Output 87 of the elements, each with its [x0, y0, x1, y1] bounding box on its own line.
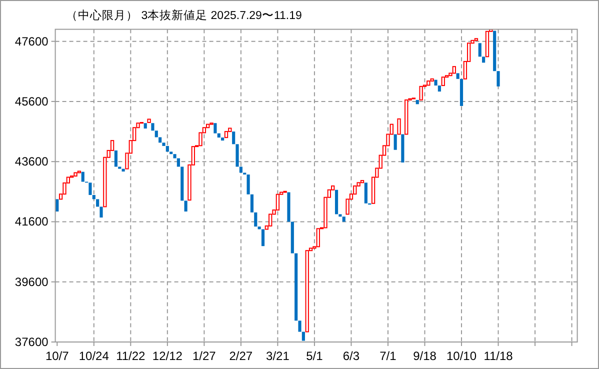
- candlestick: [158, 137, 162, 143]
- candlestick: [364, 182, 368, 204]
- candlestick: [239, 166, 242, 173]
- candlestick: [154, 130, 158, 138]
- candlestick: [434, 80, 438, 86]
- candlestick: [430, 78, 434, 82]
- candlestick: [254, 212, 258, 227]
- candlestick: [96, 199, 100, 207]
- candlestick: [305, 250, 309, 332]
- candlestick: [81, 172, 84, 182]
- x-tick-label: 6/3: [342, 349, 360, 363]
- candlestick: [401, 134, 404, 162]
- candlestick: [232, 132, 236, 144]
- candlestick: [287, 192, 290, 222]
- candlestick: [294, 253, 298, 321]
- candlestick: [419, 86, 423, 100]
- candlestick: [92, 194, 96, 200]
- y-tick-label: 47600: [14, 34, 49, 48]
- candlestick: [438, 86, 441, 92]
- x-tick-label: 10/10: [446, 349, 477, 363]
- candlestick: [338, 214, 342, 217]
- candlestick: [456, 73, 460, 79]
- candlestick: [493, 30, 496, 72]
- y-tick-label: 41600: [14, 214, 49, 229]
- x-tick-label: 1/27: [192, 349, 216, 363]
- candlestick: [394, 134, 397, 150]
- candlestick: [342, 216, 346, 222]
- x-tick-label: 3/21: [266, 349, 290, 363]
- candlestick: [180, 166, 184, 201]
- x-tick-label: 10/7: [45, 349, 70, 363]
- x-tick-label: 9/18: [413, 349, 437, 363]
- candlestick: [151, 123, 154, 131]
- candlestick: [452, 66, 456, 74]
- candlestick: [496, 71, 500, 86]
- candlestick: [170, 152, 173, 154]
- candlestick: [485, 30, 490, 58]
- candlestick: [246, 174, 250, 194]
- candlestick: [298, 320, 302, 332]
- y-tick-label: 39600: [14, 274, 49, 289]
- y-tick-label: 37600: [14, 335, 49, 349]
- candlestick: [166, 146, 169, 152]
- candlestick: [176, 158, 180, 167]
- candlestick: [147, 118, 151, 124]
- candlestick: [276, 194, 280, 211]
- y-tick-label: 45600: [14, 94, 49, 108]
- candlestick: [441, 76, 445, 86]
- x-tick-label: 7/1: [380, 349, 397, 363]
- candlestick: [478, 43, 482, 57]
- candlestick: [184, 200, 188, 212]
- candlestick: [261, 229, 265, 246]
- candlestick: [416, 100, 419, 104]
- candlestick: [302, 332, 305, 341]
- candlestick: [217, 133, 220, 138]
- x-tick-label: 11/22: [116, 349, 146, 363]
- candlestick: [316, 228, 320, 248]
- candlestick: [77, 170, 82, 174]
- candlestick: [404, 99, 408, 135]
- candlestick: [88, 182, 92, 195]
- candlestick: [122, 168, 125, 172]
- x-tick-label: 10/24: [78, 349, 110, 363]
- y-tick-label: 43600: [14, 154, 49, 169]
- candlestick: [334, 190, 338, 214]
- candlestick: [474, 38, 478, 41]
- candlestick: [397, 118, 401, 135]
- x-tick-label: 2/27: [229, 349, 253, 363]
- candlestick: [221, 138, 224, 141]
- candlestick: [360, 180, 364, 184]
- candlestick: [224, 131, 228, 138]
- candlestick: [460, 78, 464, 106]
- candlestick: [144, 123, 147, 129]
- candlestick: [258, 226, 261, 230]
- candlestick: [290, 222, 294, 254]
- x-tick-label: 12/12: [152, 349, 183, 363]
- candlestick: [268, 214, 272, 226]
- candlestick: [74, 172, 78, 177]
- candlestick: [114, 150, 118, 167]
- candlestick: [173, 154, 176, 158]
- candlestick: [426, 80, 430, 86]
- candlestick: [214, 123, 217, 134]
- candlestick: [100, 206, 103, 218]
- chart-title: （中心限月） 3本抜新値足 2025.7.29〜11.19: [66, 8, 302, 22]
- candlestick: [250, 194, 254, 212]
- candlestick: [482, 56, 486, 63]
- candlestick: [236, 144, 239, 167]
- candlestick: [162, 142, 166, 146]
- x-tick-label: 5/1: [306, 349, 324, 363]
- x-tick-label: 11/18: [484, 349, 514, 363]
